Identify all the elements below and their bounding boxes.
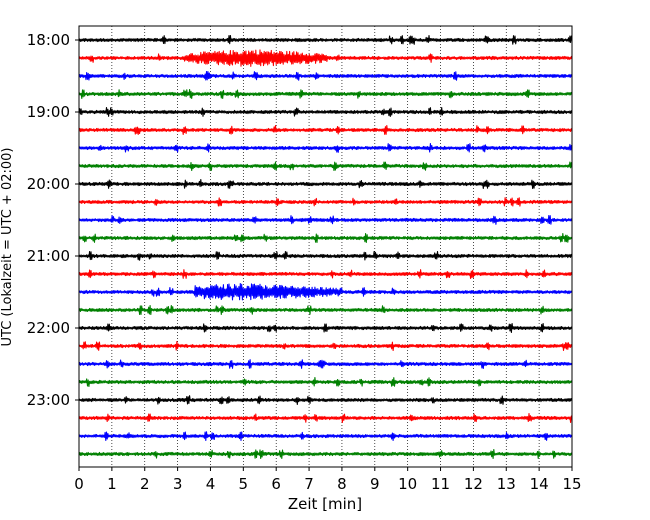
trace-2345: [78, 448, 573, 460]
trace-2300: [78, 395, 573, 405]
x-tick-label: 4: [206, 475, 216, 493]
x-tick-label: 8: [337, 475, 347, 493]
x-tick-label: 2: [140, 475, 150, 493]
trace-2230: [78, 359, 573, 370]
plot-background: [79, 26, 572, 467]
y-tick-label: 18:00: [27, 31, 70, 49]
plot-frame: [78, 25, 573, 468]
trace-2315: [78, 412, 573, 424]
seismic-traces: [78, 34, 573, 460]
y-tick-label: 21:00: [27, 247, 70, 265]
x-tick-label: 10: [398, 475, 417, 493]
x-tick-label: 6: [271, 475, 281, 493]
trace-2200: [78, 322, 573, 333]
trace-1830: [78, 71, 573, 81]
x-tick-label: 14: [530, 475, 549, 493]
y-tick-label: 19:00: [27, 103, 70, 121]
trace-1845: [78, 89, 573, 99]
trace-2000: [78, 178, 573, 189]
trace-1900: [78, 106, 573, 117]
trace-1800: [78, 34, 573, 45]
x-axis-label: Zeit [min]: [288, 495, 362, 513]
x-tick-label: 12: [464, 475, 483, 493]
x-tick-label: 5: [239, 475, 249, 493]
trace-2215: [78, 341, 573, 352]
y-tick-label: 22:00: [27, 319, 70, 337]
y-tick-label: 23:00: [27, 391, 70, 409]
x-axis-ticks: 0 1 2 3 4 5 6 7 8 9 10 11 12 13 14 15: [74, 467, 582, 493]
trace-2015: [78, 197, 573, 207]
y-axis-ticks: 18:00 19:00 20:00 21:00 22:00 23:00: [27, 31, 79, 409]
x-tick-label: 15: [562, 475, 581, 493]
y-axis-label: UTC (Lokalzeit = UTC + 02:00): [0, 148, 15, 347]
x-tick-label: 1: [107, 475, 117, 493]
trace-2330: [78, 431, 573, 442]
x-tick-label: 11: [431, 475, 450, 493]
trace-1915: [78, 125, 573, 135]
trace-1930: [78, 143, 573, 153]
trace-2100: [78, 250, 573, 261]
x-tick-label: 0: [74, 475, 84, 493]
x-tick-label: 3: [173, 475, 183, 493]
trace-2245: [78, 376, 573, 388]
x-tick-label: 7: [304, 475, 314, 493]
x-tick-label: 9: [370, 475, 380, 493]
trace-1945: [78, 161, 573, 172]
trace-2130: [78, 283, 573, 301]
trace-2115: [78, 269, 573, 279]
trace-2045: [78, 232, 573, 243]
trace-1815: [78, 49, 573, 67]
x-tick-label: 13: [497, 475, 516, 493]
y-tick-label: 20:00: [27, 175, 70, 193]
trace-2030: [78, 215, 573, 225]
trace-2145: [78, 304, 573, 316]
